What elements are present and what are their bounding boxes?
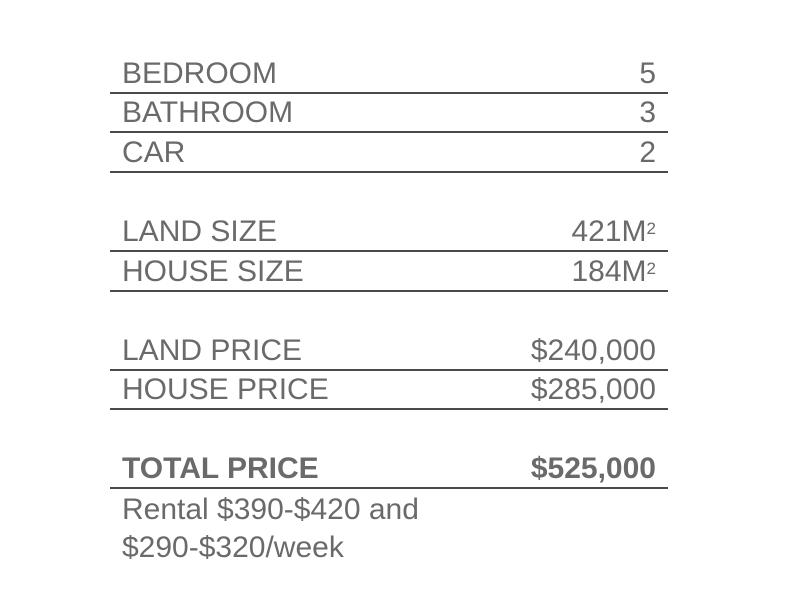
bedroom-label: BEDROOM	[122, 57, 278, 90]
rental-line-2: $290-$320/week	[122, 531, 344, 564]
house-size-row: HOUSE SIZE 184M2	[110, 253, 668, 292]
house-price-value: $285,000	[530, 373, 656, 406]
land-size-row: LAND SIZE 421M2	[110, 213, 668, 252]
land-price-value: $240,000	[530, 334, 656, 367]
house-size-label: HOUSE SIZE	[122, 255, 304, 288]
house-price-label: HOUSE PRICE	[122, 373, 329, 406]
house-size-unit-sup: 2	[646, 259, 656, 278]
rental-line-1: Rental $390-$420 and	[122, 493, 419, 526]
car-value: 2	[639, 136, 656, 169]
land-size-number: 421M	[571, 215, 647, 248]
house-price-row: HOUSE PRICE $285,000	[110, 371, 668, 410]
car-row: CAR 2	[110, 134, 668, 173]
land-size-value: 421M2	[571, 214, 656, 250]
land-size-unit-sup: 2	[646, 219, 656, 238]
land-size-label: LAND SIZE	[122, 215, 278, 248]
house-size-number: 184M	[571, 255, 647, 288]
rental-note: Rental $390-$420 and $290-$320/week	[122, 491, 419, 567]
total-price-label: TOTAL PRICE	[122, 452, 319, 485]
bedroom-value: 5	[639, 57, 656, 90]
house-size-value: 184M2	[571, 254, 656, 290]
land-price-label: LAND PRICE	[122, 334, 303, 367]
bedroom-row: BEDROOM 5	[110, 55, 668, 94]
bathroom-label: BATHROOM	[122, 96, 294, 129]
total-price-value: $525,000	[530, 452, 656, 485]
bathroom-row: BATHROOM 3	[110, 94, 668, 133]
total-price-row: TOTAL PRICE $525,000	[110, 450, 668, 489]
bathroom-value: 3	[639, 96, 656, 129]
car-label: CAR	[122, 136, 186, 169]
land-price-row: LAND PRICE $240,000	[110, 332, 668, 371]
